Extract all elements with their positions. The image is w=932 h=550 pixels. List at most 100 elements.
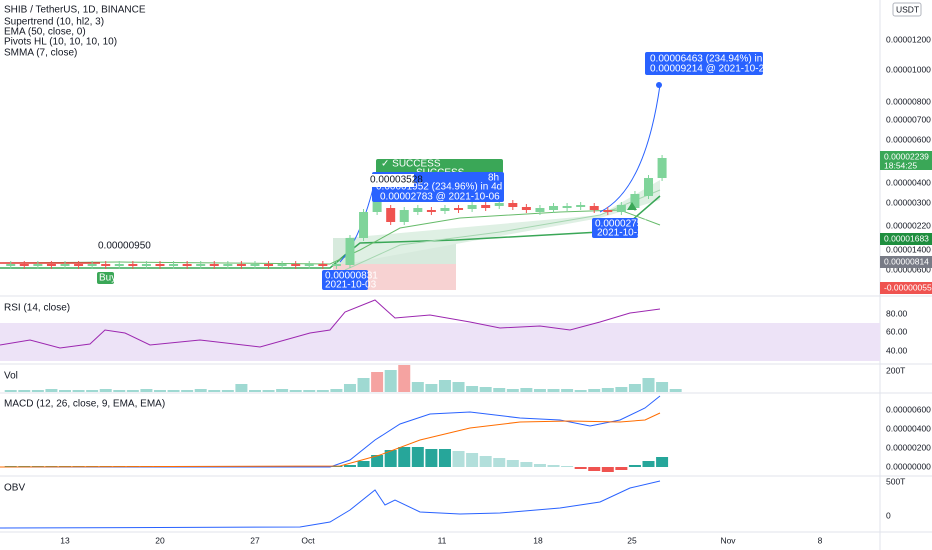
volume-bar — [208, 390, 221, 392]
histogram-bar — [642, 461, 655, 467]
time-tick-label: 11 — [438, 535, 447, 545]
candle — [657, 158, 667, 178]
candle — [426, 210, 436, 212]
low-callout — [322, 270, 368, 290]
indicator-legend: SMMA (7, close) — [4, 48, 77, 59]
candle — [589, 206, 599, 210]
volume-bar — [425, 384, 438, 392]
candle — [481, 205, 491, 208]
candle — [521, 207, 531, 210]
histogram-bar — [574, 467, 587, 469]
tick-label: 0.00000400 — [886, 423, 931, 433]
target-text: 0.00001952 (234.96%) in 4d — [376, 182, 502, 193]
candle — [87, 264, 97, 266]
candle — [114, 264, 124, 266]
candle — [576, 205, 586, 207]
histogram-bar — [371, 455, 384, 467]
price-tick-label: 0.00000700 — [886, 114, 931, 124]
candle — [182, 264, 192, 266]
candle — [372, 195, 382, 212]
volume-bar — [656, 382, 669, 392]
volume-bar — [466, 386, 479, 392]
histogram-bar — [384, 450, 397, 467]
time-tick-label: 8 — [818, 535, 823, 545]
volume-bar — [561, 389, 574, 392]
volume-bar — [316, 390, 329, 392]
candle — [141, 264, 151, 266]
price-badge-label: 0.00001683 — [884, 233, 929, 243]
histogram-bar — [398, 447, 411, 467]
candle — [60, 264, 70, 266]
tick-label: 0.00000600 — [886, 404, 931, 414]
candle — [630, 194, 640, 208]
price-tick-label: 0.00001200 — [886, 34, 931, 44]
volume-bar — [615, 387, 628, 392]
price-badge-label: 0.00000814 — [884, 256, 929, 266]
candle — [155, 264, 165, 266]
candle — [46, 264, 56, 266]
candle — [386, 208, 396, 222]
tick-label: 0.00000000 — [886, 461, 931, 471]
price-badge — [880, 151, 932, 170]
price-tick-label: 0.00000220 — [886, 220, 931, 230]
candle — [535, 208, 545, 212]
price-tick-label: 0.00000400 — [886, 177, 931, 187]
band-fill — [345, 180, 660, 264]
volume-bar — [140, 389, 153, 392]
volume-bar — [45, 389, 58, 392]
volume-bar — [86, 390, 99, 392]
low-price: 0.00000831 — [325, 271, 378, 282]
pivot-label: 0.00000950 — [98, 241, 151, 252]
low-callout — [592, 218, 638, 238]
label-box — [368, 174, 414, 187]
time-tick-label: 13 — [60, 535, 70, 545]
volume-bar — [520, 388, 533, 392]
histogram-bar — [452, 451, 465, 467]
volume-bar — [628, 384, 641, 392]
candle — [318, 264, 328, 266]
volume-bar — [113, 390, 126, 392]
volume-bar — [574, 390, 587, 392]
histogram-bar — [506, 460, 519, 467]
hidden-timer: 8h — [488, 173, 499, 184]
pane-title: MACD (12, 26, close, 9, EMA, EMA) — [4, 399, 165, 410]
histogram-bar — [628, 465, 641, 467]
success-label: ✓ SUCCESS — [381, 159, 441, 170]
histogram-bar — [547, 465, 560, 467]
pivot-label: 0.00003528 — [370, 175, 423, 186]
volume-bar — [384, 370, 397, 392]
candle — [196, 264, 206, 266]
tick-label: 40.00 — [886, 345, 908, 355]
volume-bar — [194, 389, 207, 392]
low-date: 2021-10-03 — [325, 280, 377, 291]
volume-bar — [99, 389, 112, 392]
volume-bar — [669, 389, 682, 392]
volume-bar — [479, 387, 492, 392]
tick-label: 0.00000200 — [886, 442, 931, 452]
candle — [345, 238, 355, 265]
volume-bar — [601, 388, 614, 392]
volume-bar — [18, 390, 31, 392]
histogram-bar — [466, 453, 479, 467]
candle — [19, 264, 29, 266]
candle — [399, 210, 409, 222]
volume-bar — [221, 390, 234, 392]
tick-label: 80.00 — [886, 308, 908, 318]
volume-bar — [547, 389, 560, 392]
histogram-bar — [533, 464, 546, 467]
candle — [250, 264, 260, 266]
currency-box — [892, 2, 922, 17]
volume-bar — [642, 378, 655, 392]
volume-bar — [153, 390, 166, 392]
indicator-legend: Pivots HL (10, 10, 10, 10) — [4, 37, 117, 48]
volume-bar — [126, 390, 139, 392]
histogram-bar — [656, 457, 669, 467]
volume-bars — [4, 365, 682, 392]
volume-bar — [262, 390, 275, 392]
time-tick-label: Oct — [301, 535, 315, 545]
indicator-legend: Supertrend (10, hl2, 3) — [4, 17, 104, 28]
candle — [209, 264, 219, 266]
volume-bar — [371, 372, 384, 392]
